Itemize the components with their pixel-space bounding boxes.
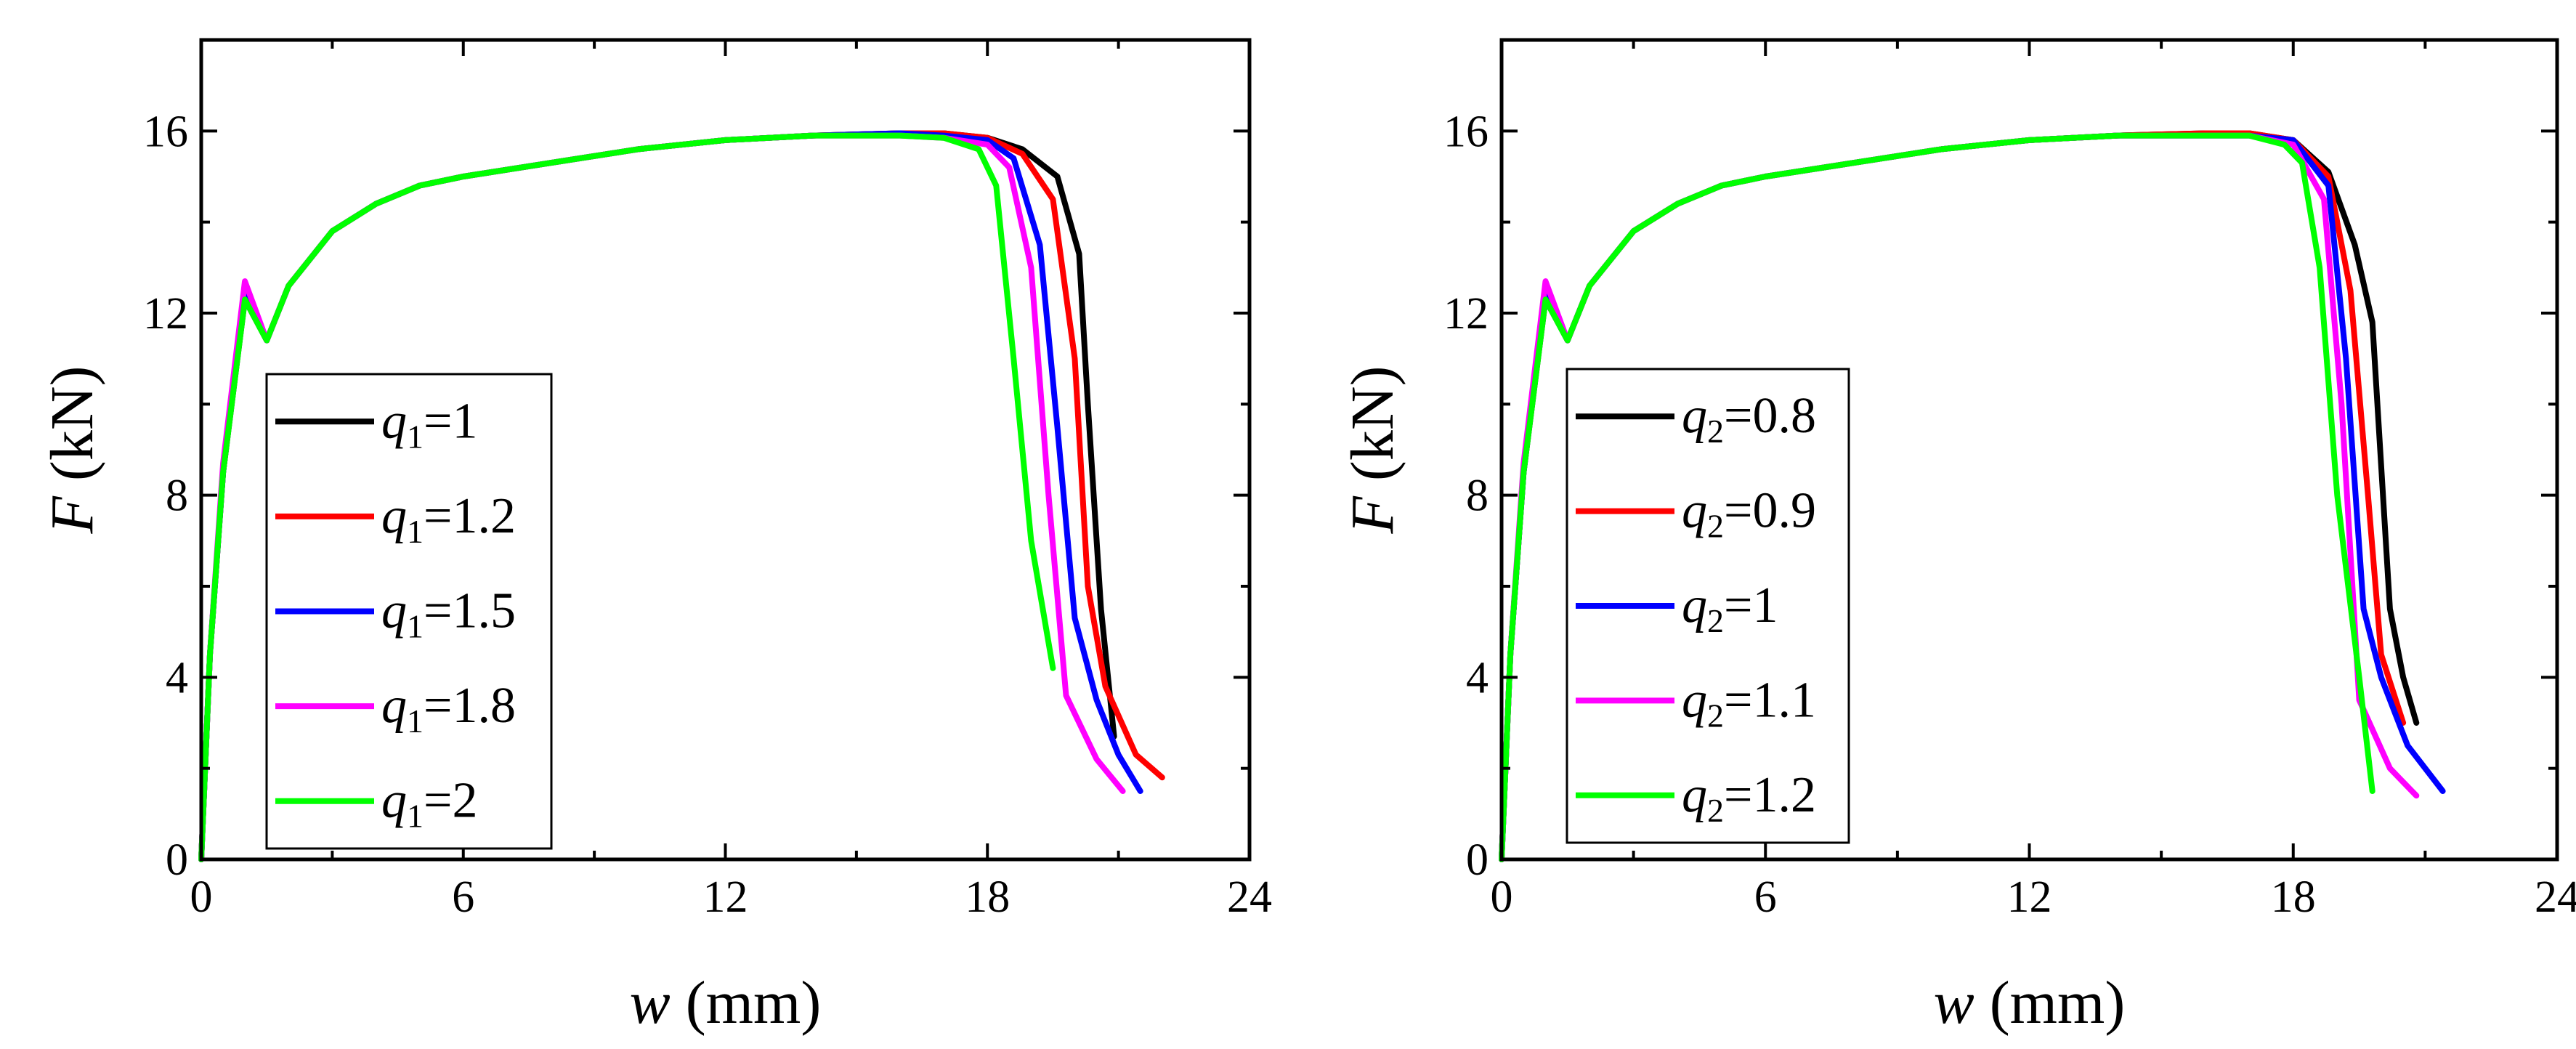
chart-0-legend-label: q1=2 [381,773,477,835]
chart-0-legend-label: q1=1.5 [381,583,516,645]
chart-0-y-tick-label: 4 [166,653,188,702]
chart-0-x-tick-label: 0 [190,872,213,922]
chart-1-x-tick-label: 12 [2007,872,2052,922]
chart-1-y-tick-label: 12 [1443,289,1489,339]
chart-0-y-tick-label: 0 [166,835,188,885]
chart-0-series-1-2-line [198,132,1056,862]
chart-0-y-tick-label: 12 [143,289,188,339]
chart-0-legend-label: q1=1 [381,393,477,455]
chart-1-y-tick-label: 4 [1466,653,1489,702]
chart-1-legend-label: q2=0.9 [1682,483,1816,545]
chart-1-y-axis-title: F (kN) [1339,366,1406,535]
chart-1-legend-label: q2=0.8 [1682,388,1816,450]
chart-1-y-tick-label: 8 [1466,471,1489,521]
chart-1-x-tick-label: 0 [1491,872,1513,922]
chart-0-x-tick-label: 6 [452,872,474,922]
chart-0-x-axis-title: w (mm) [630,969,822,1037]
chart-0-y-axis-title: F (kN) [39,366,106,535]
chart-1-legend-label: q2=1.1 [1682,672,1816,734]
chart-1-x-tick-label: 18 [2271,872,2316,922]
chart-1-x-axis-title: w (mm) [1934,969,2126,1037]
chart-0-legend: q1=1 q1=1.2 q1=1.5 q1=1.8 q1=2 [265,373,553,850]
chart-1-y-tick-label: 16 [1443,107,1489,156]
chart-0-x-tick-label: 12 [703,872,748,922]
chart-1-x-tick-label: 6 [1754,872,1777,922]
chart-0-x-tick-label: 24 [1227,872,1272,922]
chart-0-y-tick-label: 8 [166,471,188,521]
chart-1-series-2-1_2-line [1499,132,2375,862]
chart-0-legend-label: q1=1.2 [381,488,516,550]
chart-0-x-tick-label: 18 [965,872,1010,922]
chart-1-y-tick-label: 0 [1466,835,1489,885]
chart-1-legend: q2=0.8 q2=0.9 q2=1 q2=1.1 q2=1.2 [1566,368,1850,844]
chart-0-y-tick-label: 16 [143,107,188,156]
chart-1-x-tick-label: 24 [2535,872,2576,922]
chart-1-legend-label: q2=1 [1682,578,1778,639]
chart-1-legend-label: q2=1.2 [1682,767,1816,829]
chart-0-legend-label: q1=1.8 [381,678,516,740]
